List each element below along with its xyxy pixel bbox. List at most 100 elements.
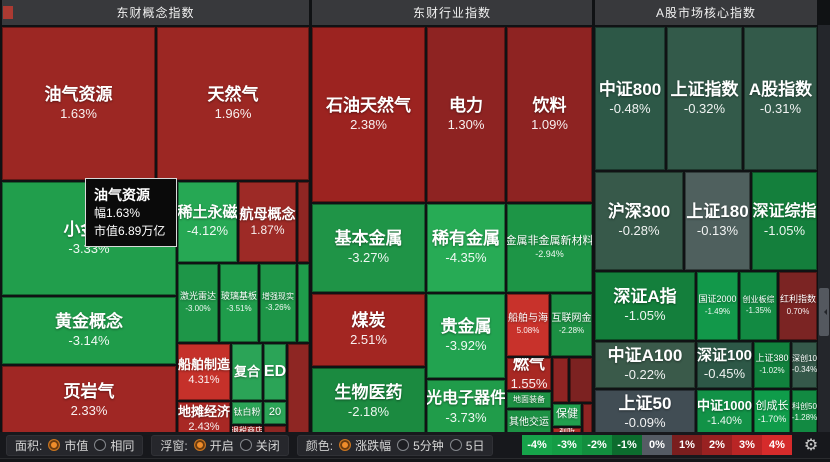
treemap-block[interactable]: 中证1000 -1.40% xyxy=(697,390,752,436)
radio-option[interactable]: 5分钟 xyxy=(397,437,444,454)
block-label: 生物医药 xyxy=(334,383,403,403)
treemap-block[interactable]: 基本金属 -3.27% xyxy=(312,204,425,292)
treemap-block[interactable]: 生物医药 -2.18% xyxy=(312,368,425,436)
treemap-block[interactable]: 增强现实 -3.26% xyxy=(260,264,296,342)
treemap-block[interactable]: 中证800 -0.48% xyxy=(595,27,665,170)
treemap-block[interactable]: 地面装备 xyxy=(507,392,551,408)
radio-option[interactable]: 关闭 xyxy=(239,437,280,454)
block-value: -0.48% xyxy=(609,100,651,116)
treemap-block[interactable]: 上证380 -1.02% xyxy=(754,342,790,388)
scrollbar-thumb[interactable] xyxy=(819,288,829,336)
radio-option[interactable]: 5日 xyxy=(449,437,485,454)
treemap-block[interactable]: 上证180 -0.13% xyxy=(685,172,750,270)
treemap-block[interactable]: 国证2000 -1.49% xyxy=(697,272,738,340)
treemap-block[interactable]: 沪深300 -0.28% xyxy=(595,172,683,270)
radio-unselected-icon[interactable] xyxy=(239,439,252,451)
treemap-block[interactable]: 稀土永磁 -4.12% xyxy=(178,182,237,262)
radio-option-label[interactable]: 关闭 xyxy=(255,438,280,453)
legend-cell: 4% xyxy=(762,435,792,455)
treemap-block-unlabeled[interactable] xyxy=(298,264,309,342)
treemap-block[interactable]: 上证指数 -0.32% xyxy=(667,27,742,170)
treemap-block[interactable]: 其他交运 xyxy=(507,410,551,436)
treemap-block[interactable]: 红利指数 0.70% xyxy=(779,272,817,340)
block-label: 船舶与海 xyxy=(508,312,548,324)
treemap-block[interactable]: 天然气 1.96% xyxy=(157,27,309,180)
treemap-block[interactable]: A股指数 -0.31% xyxy=(744,27,817,170)
radio-option[interactable]: 开启 xyxy=(193,437,234,454)
treemap-block[interactable]: 科创50 -1.28% xyxy=(792,390,817,436)
settings-gear-icon[interactable]: ⚙ xyxy=(803,437,819,454)
block-label: 煤炭 xyxy=(351,311,386,331)
treemap-block[interactable]: 深证综指 -1.05% xyxy=(752,172,817,270)
treemap-block[interactable]: 稀有金属 -4.35% xyxy=(427,204,505,292)
radio-selected-icon[interactable] xyxy=(48,439,61,451)
treemap-block[interactable]: 地摊经济 2.43% xyxy=(178,402,230,436)
treemap-block-unlabeled[interactable] xyxy=(298,182,309,262)
treemap-block[interactable]: 激光雷达 -3.00% xyxy=(178,264,218,342)
block-value: -3.73% xyxy=(445,409,487,425)
treemap-block[interactable]: 退税商店 xyxy=(232,426,262,436)
radio-option-label[interactable]: 涨跌幅 xyxy=(355,438,392,453)
radio-option[interactable]: 涨跌幅 xyxy=(339,437,391,454)
section-header: A股市场核心指数 xyxy=(593,0,818,25)
treemap-block[interactable]: 黄金概念 -3.14% xyxy=(2,297,176,364)
treemap-block[interactable]: 光电子器件 -3.73% xyxy=(427,380,505,436)
radio-option-label[interactable]: 市值 xyxy=(64,438,89,453)
treemap-block[interactable]: 钛白粉 xyxy=(232,402,262,424)
legend-cell: -3% xyxy=(552,435,582,455)
radio-selected-icon[interactable] xyxy=(339,439,352,451)
treemap-block[interactable]: 深证A指 -1.05% xyxy=(595,272,695,340)
treemap-block[interactable]: 油气资源 1.63% xyxy=(2,27,155,180)
treemap-block[interactable]: 页岩气 2.33% xyxy=(2,366,176,436)
treemap-block[interactable]: 电力 1.30% xyxy=(427,27,505,202)
treemap-block[interactable]: 创成长 -1.70% xyxy=(754,390,790,436)
treemap-block-unlabeled[interactable] xyxy=(288,344,309,436)
radio-unselected-icon[interactable] xyxy=(94,439,107,451)
block-label: 国证2000 xyxy=(698,294,737,305)
radio-option-label[interactable]: 5日 xyxy=(465,438,485,453)
block-label: 视听 xyxy=(559,428,575,436)
treemap-block[interactable]: 金属非金属新材料 -2.94% xyxy=(507,204,592,292)
treemap-block[interactable]: 煤炭 2.51% xyxy=(312,294,425,366)
radio-option[interactable]: 相同 xyxy=(94,437,134,454)
treemap-block[interactable]: 复合 xyxy=(232,344,262,400)
treemap-block[interactable]: 饮料 1.09% xyxy=(507,27,592,202)
treemap-block[interactable]: 深创10 -0.34% xyxy=(792,342,817,388)
treemap-block[interactable]: 创业板综 -1.35% xyxy=(740,272,777,340)
block-label: A股指数 xyxy=(748,79,813,99)
treemap-block[interactable]: ED xyxy=(264,344,286,400)
treemap-block[interactable]: 玻璃基板 -3.51% xyxy=(220,264,258,342)
block-value: 1.63% xyxy=(60,105,97,121)
treemap-block-unlabeled[interactable] xyxy=(570,358,592,402)
treemap-block-unlabeled[interactable] xyxy=(264,426,286,436)
treemap-block[interactable]: 20 xyxy=(264,402,286,424)
treemap-block[interactable]: 中证A100 -0.22% xyxy=(595,342,695,388)
treemap-block[interactable]: 航母概念 1.87% xyxy=(239,182,296,262)
treemap-block[interactable]: 船舶制造 4.31% xyxy=(178,344,230,400)
treemap-block[interactable]: 互联网金 -2.28% xyxy=(551,294,592,356)
treemap-block-unlabeled[interactable] xyxy=(553,358,568,402)
block-value: -3.00% xyxy=(185,303,211,313)
radio-selected-icon[interactable] xyxy=(193,439,206,451)
scrollbar-track[interactable] xyxy=(818,25,830,432)
treemap-block[interactable]: 保健 xyxy=(553,404,581,426)
treemap-block[interactable]: 船舶与海 5.08% xyxy=(507,294,549,356)
block-label: 航母概念 xyxy=(239,205,296,222)
radio-option-label[interactable]: 5分钟 xyxy=(413,438,444,453)
color-scale-legend: -4% -3% -2% -1% 0% 1% 2% 3% 4% xyxy=(522,435,792,455)
radio-option-label[interactable]: 相同 xyxy=(110,438,135,453)
block-value: 5.08% xyxy=(516,326,540,336)
treemap-block[interactable]: 深证100 -0.45% xyxy=(697,342,752,388)
block-value: -1.05% xyxy=(624,308,666,324)
treemap-block[interactable]: 上证50 -0.09% xyxy=(595,390,695,436)
treemap-block[interactable]: 贵金属 -3.92% xyxy=(427,294,505,378)
radio-unselected-icon[interactable] xyxy=(397,439,410,451)
radio-option-label[interactable]: 开启 xyxy=(209,438,234,453)
radio-unselected-icon[interactable] xyxy=(449,439,462,451)
treemap-block[interactable]: 燃气 1.55% xyxy=(507,358,551,390)
block-value: 1.96% xyxy=(214,105,252,121)
treemap-block[interactable]: 石油天然气 2.38% xyxy=(312,27,425,202)
treemap-block-unlabeled[interactable] xyxy=(583,404,592,436)
block-label: 深证A指 xyxy=(613,287,677,307)
radio-option[interactable]: 市值 xyxy=(48,437,88,454)
